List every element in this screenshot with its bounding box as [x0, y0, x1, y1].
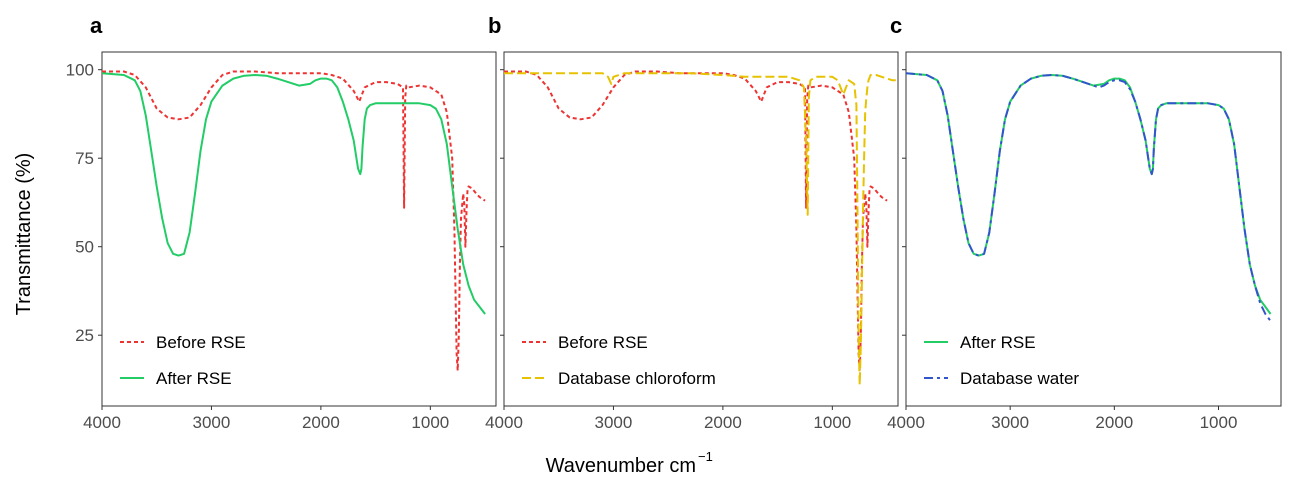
panel-letter-c: c	[890, 13, 902, 38]
y-tick-label: 25	[75, 326, 94, 345]
series-line-before-rse	[504, 70, 888, 372]
x-tick-label: 1000	[1200, 413, 1238, 432]
x-tick-label: 2000	[302, 413, 340, 432]
panel-a: 4000 3000 2000 1000 25 50 75 100 Before RSE After…	[66, 51, 497, 432]
x-tick-label: 2000	[1095, 413, 1133, 432]
x-tick-label: 4000	[485, 413, 523, 432]
series-line-before-rse	[102, 70, 486, 372]
y-axis-title: Transmittance (%)	[13, 153, 35, 316]
legend-label: Database chloroform	[558, 369, 716, 388]
series-line-after-rse	[102, 72, 486, 315]
panel-b: 4000 3000 2000 1000 Before RSE Database chlor…	[485, 51, 899, 432]
series-line-database-water	[906, 72, 1272, 322]
plot-frame	[503, 51, 899, 407]
legend-label: Before RSE	[558, 333, 648, 352]
series-line-database-chloroform	[504, 72, 896, 386]
panel-letter-a: a	[90, 13, 103, 38]
legend-label: After RSE	[960, 333, 1036, 352]
panel-c: 4000 3000 2000 1000 After RSE Database water	[887, 51, 1282, 432]
y-tick-label: 100	[66, 61, 94, 80]
x-tick-label: 3000	[595, 413, 633, 432]
plot-frame	[905, 51, 1282, 407]
x-tick-label: 1000	[813, 413, 851, 432]
x-axis-title-superscript: −1	[698, 449, 713, 464]
legend-label: Database water	[960, 369, 1079, 388]
x-tick-label: 1000	[411, 413, 449, 432]
panel-letter-b: b	[488, 13, 501, 38]
x-axis-title-main: Wavenumber cm	[546, 455, 696, 477]
y-tick-label: 50	[75, 238, 94, 257]
legend-label: After RSE	[156, 369, 232, 388]
series-line-after-rse	[906, 72, 1272, 315]
plot-frame	[101, 51, 497, 407]
x-tick-label: 2000	[704, 413, 742, 432]
y-tick-label: 75	[75, 149, 94, 168]
x-axis-title: Wavenumber cm	[546, 455, 696, 477]
x-tick-label: 4000	[83, 413, 121, 432]
x-tick-label: 3000	[193, 413, 231, 432]
x-tick-label: 4000	[887, 413, 925, 432]
legend-label: Before RSE	[156, 333, 246, 352]
x-tick-label: 3000	[991, 413, 1029, 432]
